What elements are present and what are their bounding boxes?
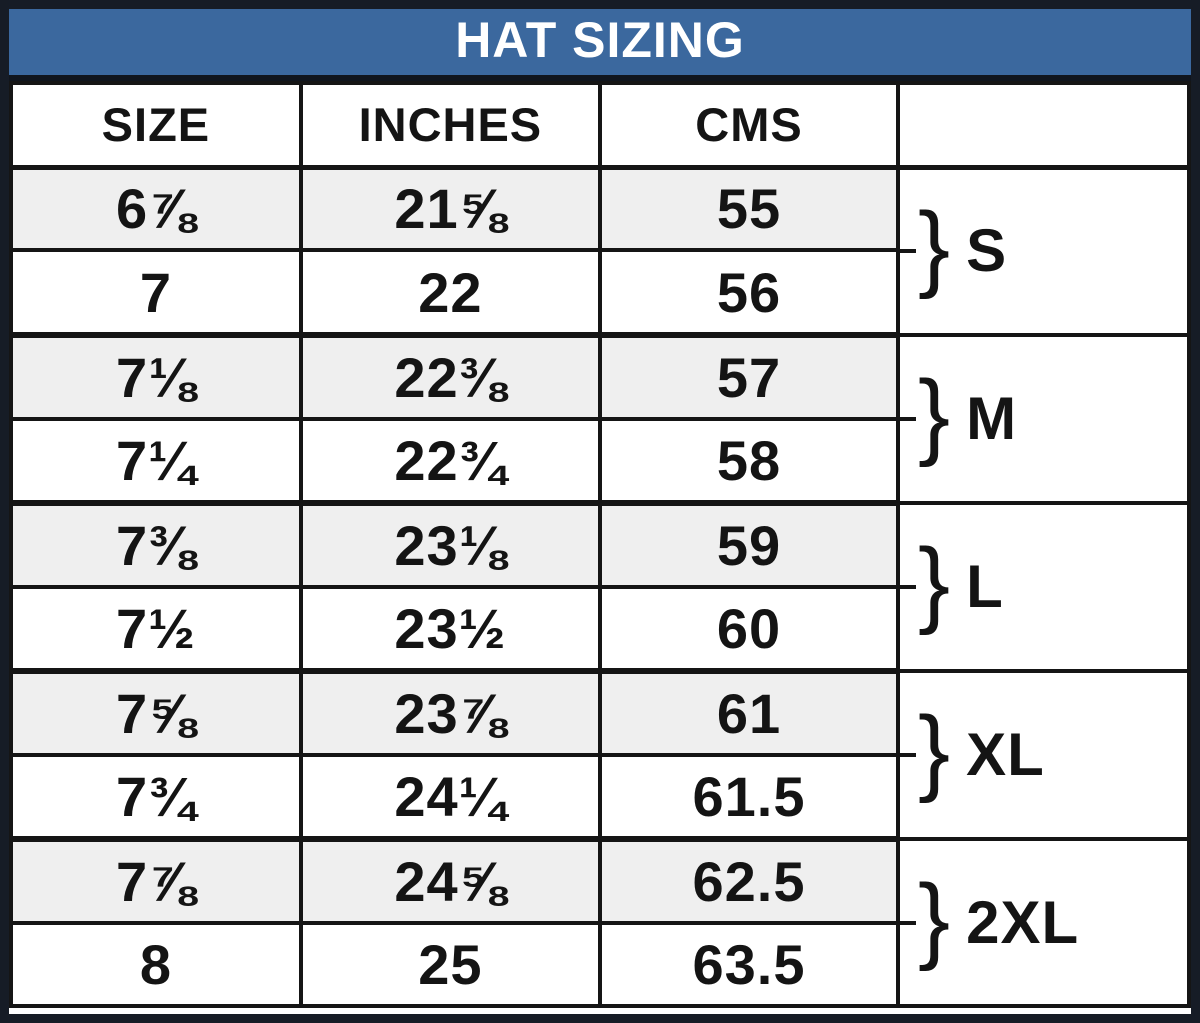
table-header-row: SIZE INCHES CMS (9, 81, 1191, 170)
sizing-table: SIZE INCHES CMS 6⅞ 21⅝ 55 } S 7 22 56 7⅛… (9, 81, 1191, 1008)
cms-cell: 61 (597, 668, 901, 757)
inches-cell: 23⅞ (298, 668, 602, 757)
column-header-cms: CMS (597, 81, 901, 170)
size-cell: 7½ (9, 584, 303, 674)
cms-cell: 56 (597, 248, 901, 338)
size-cell: 7⅜ (9, 500, 303, 589)
cms-cell: 61.5 (597, 752, 901, 843)
table-row: 7¼ 22¾ 58 (9, 416, 1189, 506)
inches-cell: 23⅛ (298, 500, 602, 589)
table-row: 6⅞ 21⅝ 55 } S (9, 164, 1191, 337)
group-cell-2xl: } 2XL (896, 837, 1191, 1008)
size-cell: 7¼ (9, 416, 303, 506)
group-cell-l: } L (896, 500, 1191, 673)
page-title: HAT SIZING (455, 12, 745, 68)
inches-cell: 22¾ (298, 416, 602, 506)
inches-cell: 24¼ (298, 752, 602, 843)
cms-cell: 57 (597, 332, 901, 421)
inches-cell: 23½ (298, 584, 602, 674)
inches-cell: 25 (298, 921, 602, 1008)
table-row: 7⅛ 22⅜ 57 } M (9, 332, 1191, 505)
group-cell-s: } S (896, 165, 1191, 337)
group-brace-icon: } (918, 360, 951, 468)
table-row: 7 22 56 (9, 248, 1189, 338)
inches-cell: 24⅝ (298, 837, 602, 926)
cms-cell: 63.5 (597, 921, 901, 1008)
title-bar: HAT SIZING (9, 9, 1191, 81)
table-row: 7⅞ 24⅝ 62.5 } 2XL (9, 837, 1191, 1008)
table-row: 7½ 23½ 60 (9, 584, 1189, 674)
cms-cell: 55 (597, 164, 901, 253)
inches-cell: 21⅝ (298, 164, 602, 253)
group-brace-icon: } (918, 193, 951, 301)
size-cell: 8 (9, 921, 303, 1008)
column-header-inches: INCHES (298, 81, 602, 170)
table-row: 7¾ 24¼ 61.5 (9, 752, 1189, 843)
cms-cell: 59 (597, 500, 901, 589)
inches-cell: 22⅜ (298, 332, 602, 421)
group-brace-icon: } (918, 864, 951, 972)
inches-cell: 22 (298, 248, 602, 338)
cms-cell: 58 (597, 416, 901, 506)
table-row: 7⅝ 23⅞ 61 } XL (9, 668, 1191, 842)
cms-cell: 62.5 (597, 837, 901, 926)
table-row: 8 25 63.5 (9, 921, 1189, 1008)
table-row: 7⅜ 23⅛ 59 } L (9, 500, 1191, 673)
size-cell: 7 (9, 248, 303, 338)
size-cell: 7⅛ (9, 332, 303, 421)
size-cell: 6⅞ (9, 164, 303, 253)
size-cell: 7⅝ (9, 668, 303, 757)
group-cell-m: } M (896, 332, 1191, 505)
column-header-group (896, 81, 1191, 170)
group-brace-icon: } (918, 696, 951, 804)
size-cell: 7⅞ (9, 837, 303, 926)
column-header-size: SIZE (9, 81, 303, 170)
size-cell: 7¾ (9, 752, 303, 843)
cms-cell: 60 (597, 584, 901, 674)
group-brace-icon: } (918, 528, 951, 636)
group-cell-xl: } XL (896, 668, 1191, 842)
